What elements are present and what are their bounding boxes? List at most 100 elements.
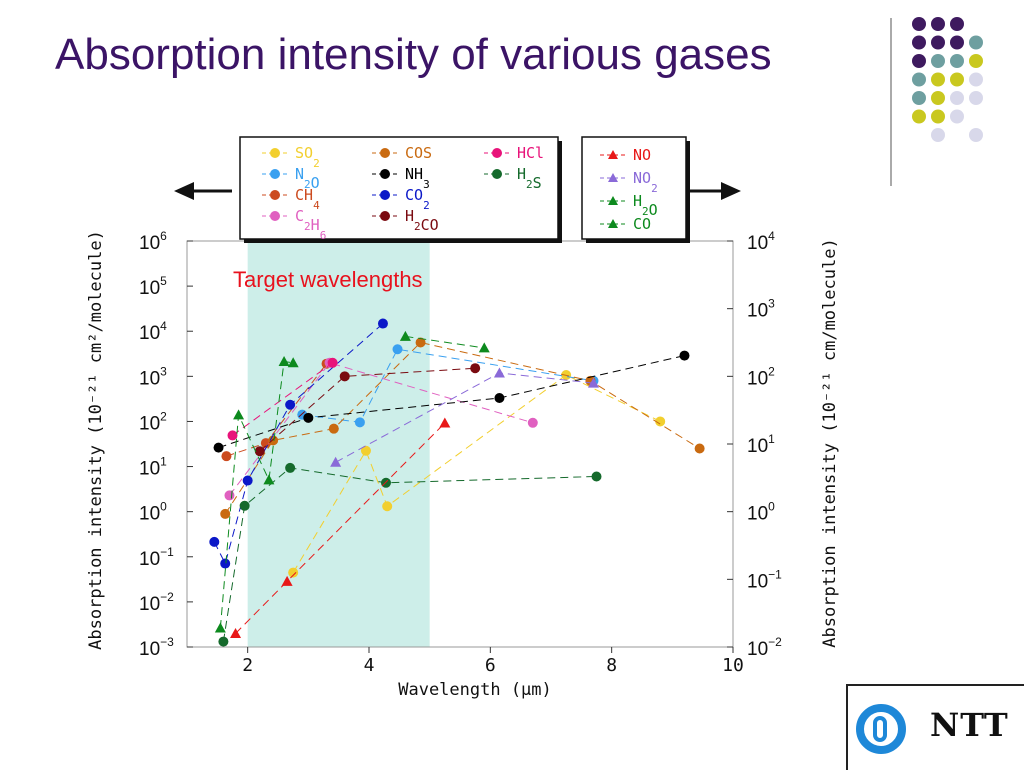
series-line-CO: [405, 335, 485, 349]
data-point-H2CO: [339, 371, 350, 382]
legend-entry-H2S: H2S: [484, 165, 542, 192]
decorative-dot: [912, 109, 926, 124]
data-point-NO: [230, 627, 242, 638]
target-wavelength-band: [247, 241, 430, 647]
decorative-dot: [912, 54, 926, 68]
left-y-tick-label: 10−1: [139, 545, 174, 570]
decorative-dot: [912, 72, 926, 87]
data-point-HCl: [327, 357, 338, 368]
left-y-tick-label: 101: [139, 455, 167, 480]
ntt-logo: NTT: [846, 684, 1024, 770]
legend-label-CO2: CO2: [405, 186, 430, 212]
legend-entry-CO2: CO2: [372, 186, 430, 212]
legend-label-NO: NO: [633, 146, 651, 164]
data-point-N2O: [392, 344, 403, 355]
data-point-NO: [281, 575, 293, 586]
data-point-CO2: [285, 399, 296, 410]
decorative-dot: [912, 35, 926, 50]
left-y-axis-label: Absorption intensity (10⁻²¹ cm²/molecule…: [86, 230, 106, 650]
data-point-NO2: [587, 377, 599, 388]
page-title: Absorption intensity of various gases: [55, 30, 772, 79]
x-tick-label: 6: [485, 655, 496, 676]
data-point-SO2: [360, 445, 371, 456]
legend-entry-NO2: NO2: [600, 169, 658, 195]
decorative-dot: [931, 54, 945, 68]
left-y-tick-label: 106: [139, 229, 167, 254]
legend-entry-H2O: H2O: [600, 192, 658, 219]
right-y-tick-label: 102: [747, 364, 775, 389]
legend-label-N2O: N2O: [295, 165, 320, 192]
decorative-dot: [931, 91, 945, 105]
series-line-COS: [224, 341, 700, 515]
right-y-tick-label: 100: [747, 500, 775, 525]
decorative-dot: [950, 109, 964, 124]
decorative-dot: [950, 54, 964, 68]
data-point-CO2: [242, 475, 253, 486]
decorative-dot: [969, 54, 983, 68]
data-point-CO2: [220, 558, 231, 569]
legend-label-C2H6: C2H6: [295, 207, 326, 242]
legend-label-H2CO: H2CO: [405, 207, 439, 234]
left-y-tick-label: 104: [139, 319, 167, 344]
decorative-dot: [969, 91, 983, 105]
data-point-H2CO: [470, 363, 481, 374]
decorative-dot: [950, 72, 964, 87]
data-point-C2H6: [224, 490, 235, 501]
left-y-tick-label: 105: [139, 274, 167, 299]
data-point-H2S: [239, 500, 250, 511]
data-point-H2S: [285, 462, 296, 473]
legend-entry-NO: NO: [600, 146, 651, 164]
legend-label-CH4: CH4: [295, 186, 320, 212]
data-point-NH3: [679, 350, 690, 361]
right-y-tick-label: 104: [747, 229, 775, 254]
legend-entry-CO: CO: [600, 215, 651, 233]
data-point-SO2: [382, 501, 393, 512]
right-y-tick-label: 103: [747, 297, 775, 322]
ntt-logo-icon: [856, 704, 906, 754]
decorative-dot: [931, 72, 945, 87]
legend-label-NO2: NO2: [633, 169, 658, 195]
x-tick-label: 8: [606, 655, 617, 676]
decorative-dot: [931, 35, 945, 50]
data-point-COS: [328, 423, 339, 434]
data-point-NO: [439, 417, 451, 428]
decorative-dot: [912, 17, 926, 31]
x-tick-label: 4: [364, 655, 375, 676]
legend-label-SO2: SO2: [295, 144, 320, 170]
left-y-tick-label: 10−2: [139, 590, 174, 615]
series-line-N2O: [302, 348, 594, 423]
data-point-CO: [478, 342, 490, 353]
left-y-tick-label: 100: [139, 500, 167, 525]
legend-entry-H2CO: H2CO: [372, 207, 439, 234]
series-line-H2CO: [259, 367, 476, 452]
series-line-NO: [235, 422, 446, 634]
data-point-NH3: [494, 392, 505, 403]
data-point-COS: [694, 443, 705, 454]
data-point-NH3: [303, 412, 314, 423]
legend-entry-NH3: NH3: [372, 165, 430, 191]
legend-label-HCl: HCl: [517, 144, 544, 162]
x-tick-label: 10: [722, 655, 744, 676]
decorative-dot: [931, 128, 945, 142]
left-arrow-icon: [174, 182, 232, 200]
legend-label-CO: CO: [633, 215, 651, 233]
data-point-H2S: [218, 636, 229, 647]
data-point-NO2: [330, 456, 342, 467]
decorative-dot: [950, 17, 964, 31]
decorative-dot: [912, 91, 926, 105]
data-point-HCl: [227, 430, 238, 441]
data-point-CH4: [221, 451, 232, 462]
decorative-dot: [950, 35, 964, 50]
data-point-N2O: [354, 417, 365, 428]
left-y-tick-label: 10−3: [139, 635, 174, 660]
data-point-CO2: [209, 536, 220, 547]
data-point-COS: [415, 337, 426, 348]
legend-entry-HCl: HCl: [484, 144, 544, 162]
decorative-dot: [969, 72, 983, 87]
data-point-SO2: [288, 567, 299, 578]
x-axis-label: Wavelength (μm): [398, 680, 552, 700]
decorative-dot: [931, 109, 945, 124]
data-point-CO: [399, 330, 411, 341]
legend-box-left: [239, 136, 559, 240]
